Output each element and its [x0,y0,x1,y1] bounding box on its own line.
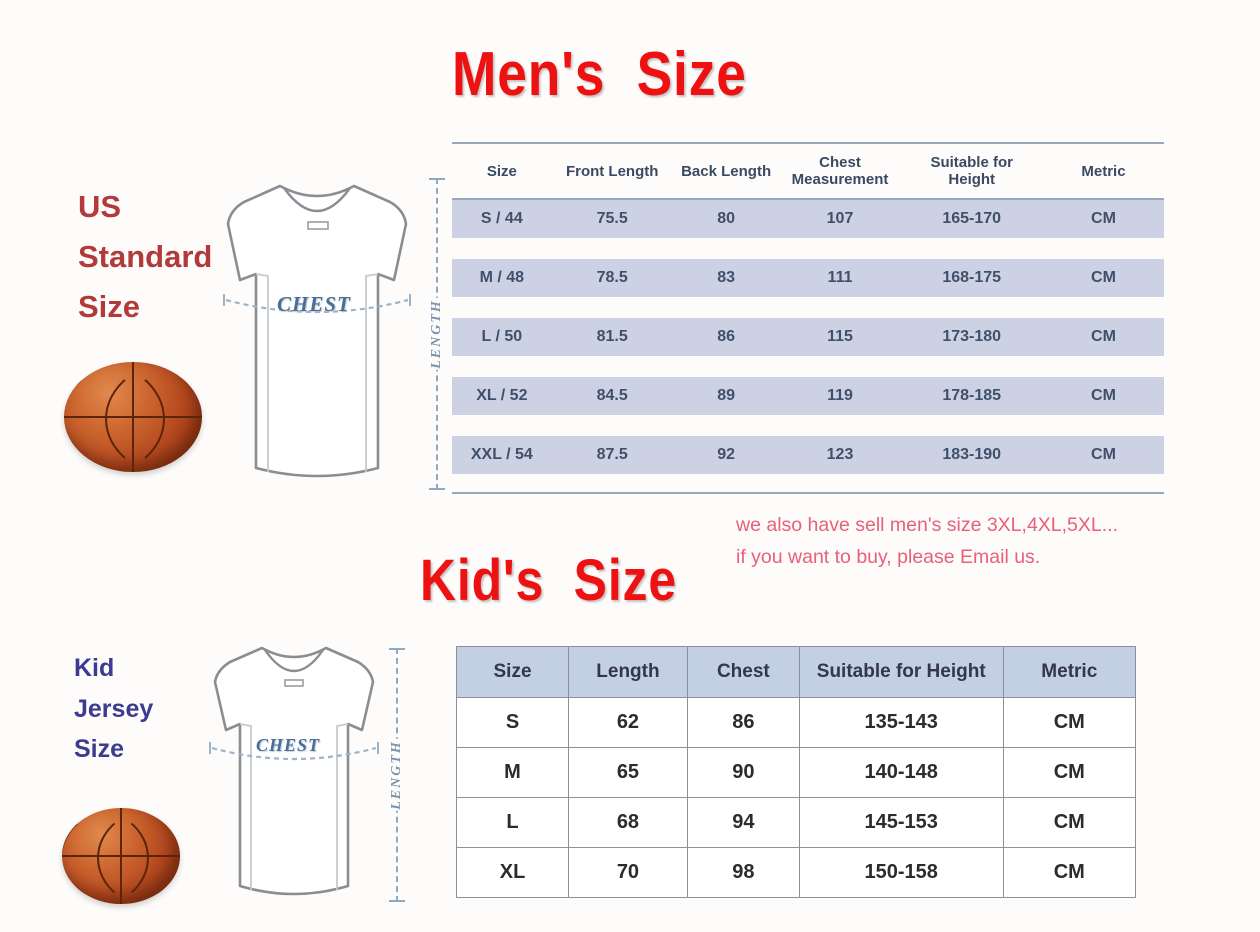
table-row: L / 50 81.5 86 115 173-180 CM [452,317,1164,356]
cell-chest: 111 [779,258,901,297]
kids-length-ruler: LENGTH [384,648,410,902]
cell-length: 68 [568,797,688,848]
cell-height: 140-148 [798,747,1004,798]
mens-col-height: Suitable for Height [900,142,1043,200]
cell-height: 168-175 [900,258,1043,297]
cell-chest: 107 [779,198,901,238]
cell-size: XL / 52 [452,376,552,415]
cell-metric: CM [1042,198,1164,238]
row-spacer [452,355,1164,377]
cell-back: 92 [672,435,780,474]
mens-col-size: Size [452,142,552,200]
extra-sizes-note: we also have sell men's size 3XL,4XL,5XL… [736,514,1119,568]
cell-size: XL [455,847,570,898]
cell-metric: CM [1002,847,1137,898]
cell-size: M / 48 [452,258,552,297]
cell-length: 70 [568,847,688,898]
table-row: XL 70 98 150-158 CM [455,847,1137,898]
cell-length: 65 [568,747,688,798]
cell-height: 178-185 [900,376,1043,415]
row-spacer [452,237,1164,259]
cell-back: 83 [672,258,780,297]
cell-metric: CM [1042,376,1164,415]
kids-col-size: Size [455,646,570,698]
cell-chest: 94 [686,797,800,848]
ruler-cap-bottom [389,900,405,902]
kids-col-metric: Metric [1002,646,1137,698]
mens-col-back-length: Back Length [672,142,780,200]
length-label-kid: LENGTH [384,739,410,811]
table-row: M / 48 78.5 83 111 168-175 CM [452,258,1164,297]
cell-chest: 115 [779,317,901,356]
mens-size-title: Men's Size [452,40,747,109]
cell-back: 86 [672,317,780,356]
cell-height: 165-170 [900,198,1043,238]
ruler-cap-bottom [429,488,445,490]
cell-back: 80 [672,198,780,238]
cell-height: 150-158 [798,847,1004,898]
mens-col-front-length: Front Length [551,142,673,200]
cell-metric: CM [1042,435,1164,474]
cell-back: 89 [672,376,780,415]
cell-height: 173-180 [900,317,1043,356]
basketball-icon [64,362,202,472]
cell-front: 87.5 [551,435,673,474]
mens-jersey-diagram [218,172,416,494]
row-spacer [452,296,1164,318]
cell-metric: CM [1002,697,1137,748]
us-standard-size-label: US Standard Size [78,189,213,325]
table-row: XL / 52 84.5 89 119 178-185 CM [452,376,1164,415]
cell-size: S / 44 [452,198,552,238]
cell-metric: CM [1002,747,1137,798]
kids-col-length: Length [568,646,688,698]
table-row: S / 44 75.5 80 107 165-170 CM [452,198,1164,238]
cell-chest: 90 [686,747,800,798]
kid-jersey-size-label: Kid Jersey Size [74,654,154,763]
cell-chest: 98 [686,847,800,898]
kids-size-table: Size Length Chest Suitable for Height Me… [455,646,1137,898]
cell-chest: 123 [779,435,901,474]
cell-height: 183-190 [900,435,1043,474]
mens-table-header-row: Size Front Length Back Length Chest Meas… [452,142,1164,200]
kids-col-chest: Chest [686,646,800,698]
cell-size: L / 50 [452,317,552,356]
kids-jersey-diagram [206,636,382,908]
cell-chest: 86 [686,697,800,748]
table-row: S 62 86 135-143 CM [455,697,1137,748]
cell-chest: 119 [779,376,901,415]
cell-size: L [455,797,570,848]
length-label-mens: LENGTH [424,298,450,370]
kids-size-title: Kid's Size [420,548,677,613]
cell-length: 62 [568,697,688,748]
ball-seam-equator [62,855,180,858]
mens-col-metric: Metric [1042,142,1164,200]
table-row: L 68 94 145-153 CM [455,797,1137,848]
cell-size: XXL / 54 [452,435,552,474]
cell-front: 81.5 [551,317,673,356]
cell-metric: CM [1042,317,1164,356]
basketball-icon [62,808,180,904]
cell-front: 78.5 [551,258,673,297]
mens-length-ruler: LENGTH [424,178,450,490]
cell-metric: CM [1042,258,1164,297]
cell-metric: CM [1002,797,1137,848]
kids-col-height: Suitable for Height [798,646,1004,698]
cell-size: M [455,747,570,798]
ball-seam-equator [64,415,202,418]
table-row: XXL / 54 87.5 92 123 183-190 CM [452,435,1164,474]
chest-measure-label-mens: CHEST [277,292,351,316]
row-spacer [452,414,1164,436]
cell-height: 145-153 [798,797,1004,848]
cell-height: 135-143 [798,697,1004,748]
cell-front: 75.5 [551,198,673,238]
chest-measure-label-kid: CHEST [256,735,321,755]
table-row: M 65 90 140-148 CM [455,747,1137,798]
cell-size: S [455,697,570,748]
kids-table-header-row: Size Length Chest Suitable for Height Me… [455,646,1137,698]
cell-front: 84.5 [551,376,673,415]
mens-col-chest: Chest Measurement [779,142,901,200]
mens-table-bottom-rule [452,492,1164,494]
mens-size-table: Size Front Length Back Length Chest Meas… [452,142,1164,474]
